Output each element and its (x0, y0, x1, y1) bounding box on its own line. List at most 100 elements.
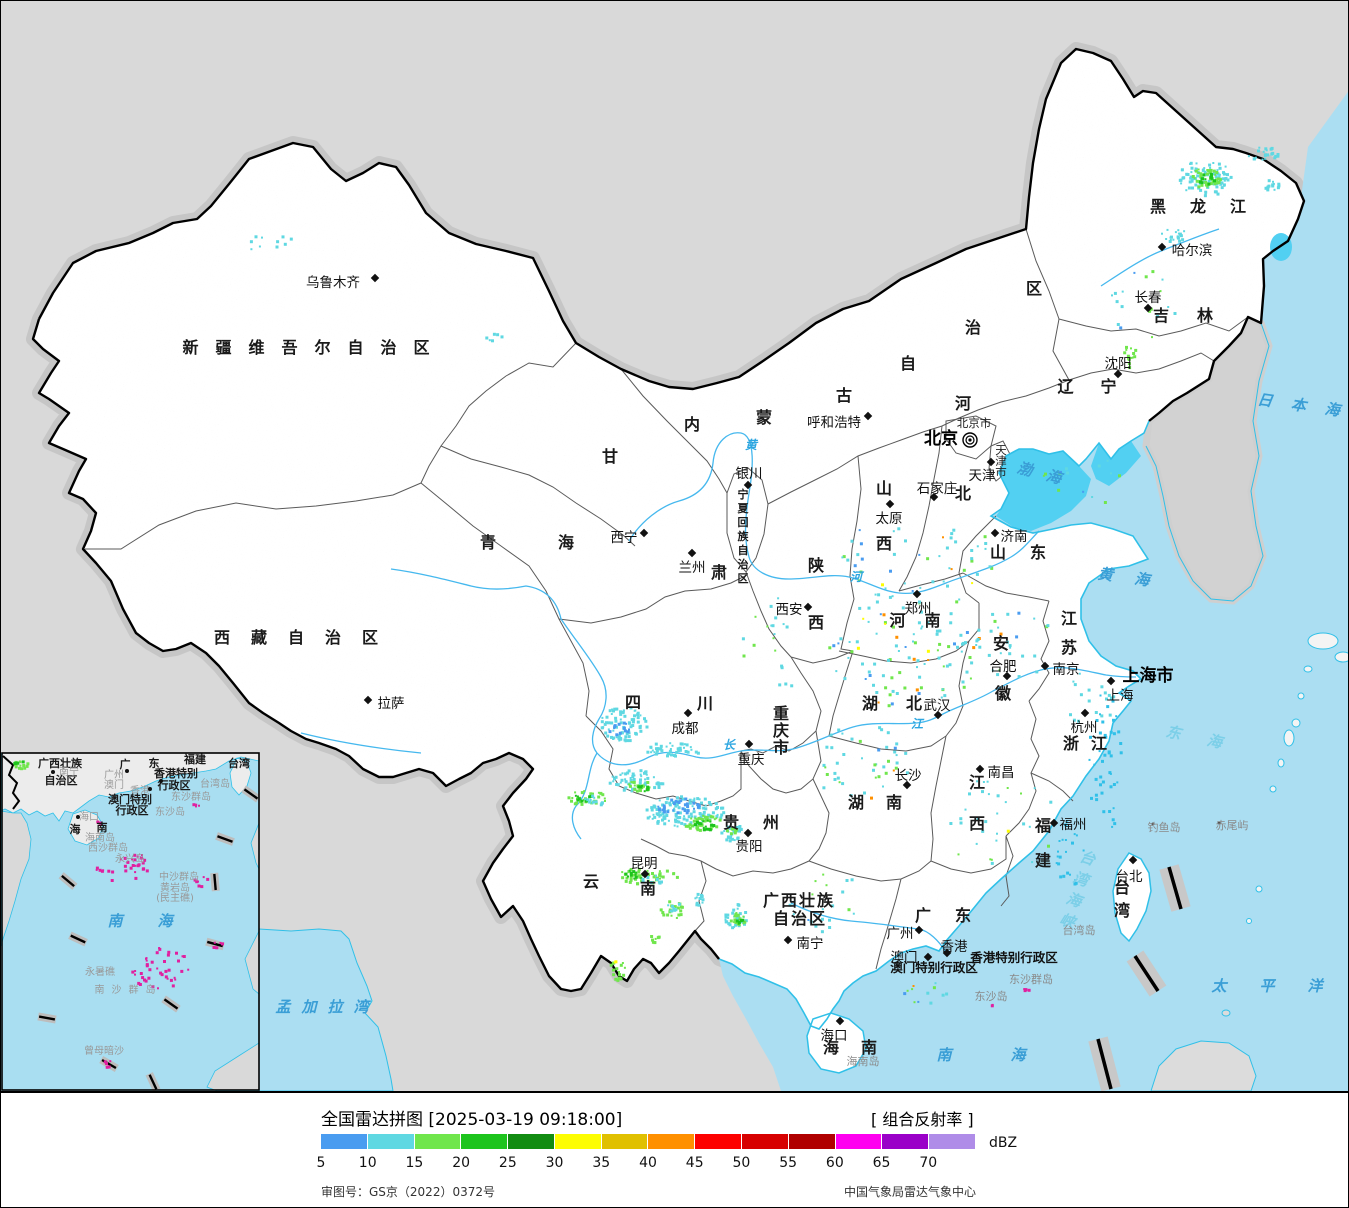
radar-echo-pixel (1066, 871, 1070, 875)
radar-echo-pixel (850, 650, 854, 654)
radar-echo-pixel (599, 791, 603, 795)
radar-echo-pixel (1100, 685, 1104, 689)
radar-echo-pixel (678, 746, 682, 750)
radar-echo-pixel (964, 808, 967, 811)
radar-echo-pixel (689, 812, 693, 816)
city-marker (363, 695, 373, 705)
city-label: 上海 (1107, 688, 1134, 704)
radar-echo-pixel (643, 790, 646, 793)
radar-echo-pixel (1218, 166, 1222, 170)
radar-echo-pixel (972, 646, 976, 650)
radar-echo-pixel (1207, 179, 1211, 183)
radar-echo-pixel (709, 820, 712, 823)
radar-echo-pixel (687, 815, 691, 819)
inset-island-speck (131, 858, 133, 861)
radar-echo-pixel (1185, 189, 1188, 192)
radar-echo-pixel (641, 877, 645, 881)
radar-echo-pixel (877, 748, 881, 752)
city-label: 香港 (941, 939, 969, 955)
radar-echo-pixel (629, 873, 633, 877)
radar-echo-pixel (1271, 151, 1275, 155)
radar-echo-pixel (833, 778, 837, 781)
radar-echo-pixel (658, 872, 662, 876)
radar-echo-pixel (661, 803, 665, 807)
inset-island-speck (181, 955, 184, 958)
radar-echo-pixel (680, 742, 684, 746)
radar-echo-pixel (863, 791, 866, 795)
radar-echo-pixel (1033, 617, 1036, 620)
colorbar-tick: 55 (779, 1155, 798, 1171)
radar-echo-pixel (1196, 174, 1200, 178)
radar-echo-pixel (629, 777, 632, 779)
radar-echo-pixel (691, 824, 694, 828)
radar-echo-pixel (1108, 771, 1112, 775)
radar-echo-pixel (275, 245, 279, 249)
city-marker (1113, 369, 1123, 379)
radar-echo-pixel (1178, 232, 1182, 236)
inset-city-dot (159, 779, 163, 783)
radar-echo-pixel (830, 746, 834, 750)
inset-label: 中沙群岛 (159, 870, 199, 883)
radar-echo-pixel (949, 612, 953, 616)
city-label: 济南 (1001, 529, 1028, 545)
radar-echo-pixel (833, 771, 837, 775)
colorbar-tick: 20 (452, 1155, 471, 1171)
radar-echo-pixel (593, 796, 596, 799)
radar-echo-pixel (1057, 850, 1059, 853)
radar-echo-pixel (880, 728, 884, 732)
radar-echo-pixel (1247, 155, 1250, 158)
radar-echo-pixel (623, 738, 627, 742)
dash-line-segments (1088, 864, 1191, 1092)
radar-echo-pixel (589, 792, 593, 796)
colorbar-segment (835, 1134, 882, 1149)
japan-ryukyu-islands (1246, 632, 1348, 924)
radar-echo-pixel (943, 694, 947, 698)
radar-echo-pixel (661, 818, 664, 822)
province-label: 青海 (480, 533, 574, 552)
radar-echo-pixel (1073, 833, 1076, 836)
radar-echo-pixel (1100, 714, 1104, 718)
radar-echo-pixel (613, 707, 617, 711)
radar-echo-pixel (927, 659, 930, 661)
radar-echo-pixel (665, 813, 668, 816)
radar-echo-layer (249, 146, 1281, 1008)
radar-echo-pixel (614, 716, 618, 720)
radar-echo-pixel (1272, 182, 1275, 185)
radar-echo-pixel (632, 870, 636, 874)
city-label: 武汉 (924, 698, 952, 714)
inset-east-land (244, 822, 259, 995)
radar-echo-pixel (727, 825, 730, 829)
inset-island-speck (148, 968, 152, 972)
radar-echo-pixel (633, 784, 636, 787)
radar-echo-pixel (861, 662, 864, 666)
radar-echo-pixel (648, 815, 651, 818)
radar-echo-pixel (675, 801, 679, 805)
radar-echo-pixel (646, 876, 650, 879)
radar-echo-pixel (737, 826, 741, 830)
city-marker (1002, 671, 1012, 681)
radar-echo-pixel (688, 801, 692, 805)
radar-echo-pixel (611, 968, 615, 972)
radar-echo-pixel (685, 743, 689, 747)
colorbar-segment (321, 1134, 367, 1149)
radar-echo-pixel (1212, 162, 1215, 164)
inset-dash (68, 931, 88, 947)
radar-echo-pixel (887, 658, 890, 662)
radar-echo-pixel (940, 696, 943, 699)
province-label: 广西壮族 (763, 891, 834, 910)
radar-echo-pixel (1216, 169, 1219, 172)
province-label: 湖南 (848, 793, 902, 812)
legend-panel: 全国雷达拼图 [2025-03-19 09:18:00] [ 组合反射率 ] 5… (1, 1091, 1348, 1207)
radar-echo-pixel (683, 803, 687, 807)
inset-island-speck (102, 869, 105, 872)
radar-echo-pixel (732, 908, 736, 912)
radar-echo-pixel (825, 884, 828, 887)
sea-label: 日本海 (1256, 390, 1344, 420)
radar-echo-pixel (1112, 807, 1115, 810)
radar-echo-pixel (681, 807, 685, 811)
city-marker (942, 948, 952, 958)
radar-echo-pixel (666, 810, 670, 814)
radar-echo-pixel (639, 778, 642, 782)
radar-echo-pixel (665, 869, 669, 873)
radar-echo-pixel (678, 748, 682, 752)
